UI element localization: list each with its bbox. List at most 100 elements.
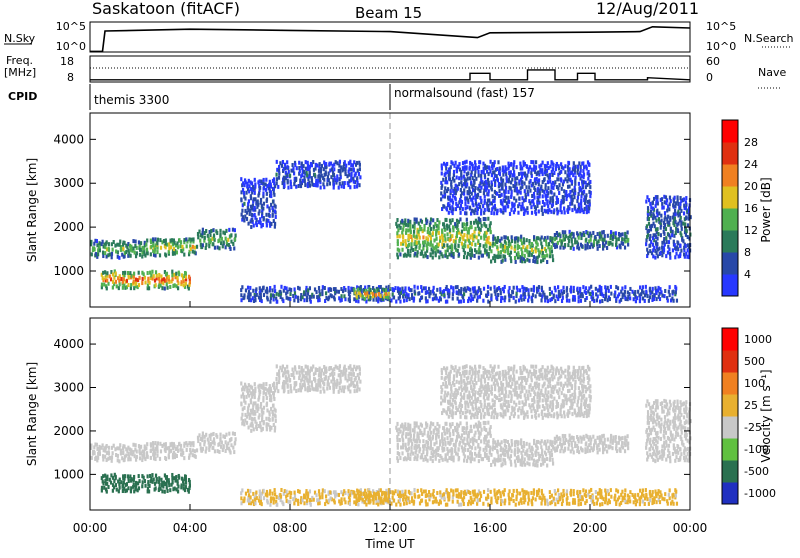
velocity-cell [272, 404, 274, 408]
power-cell [148, 281, 150, 285]
velocity-cell [380, 488, 382, 492]
power-cell [366, 291, 368, 295]
velocity-cell [597, 450, 599, 454]
power-cell [508, 298, 510, 302]
power-cell [648, 299, 650, 303]
power-cell [661, 294, 663, 298]
power-cell [511, 235, 513, 239]
velocity-cell [263, 382, 265, 386]
power-cell [407, 293, 409, 297]
velocity-cell [106, 444, 108, 448]
power-cell [668, 233, 670, 237]
power-cell [443, 243, 445, 247]
power-cell [494, 259, 496, 263]
velocity-cell [125, 454, 127, 458]
velocity-cell [358, 376, 360, 380]
power-cell [314, 173, 316, 177]
power-cell [507, 162, 509, 166]
velocity-cell [482, 457, 484, 461]
velocity-cell [523, 441, 525, 445]
power-cell [471, 242, 473, 246]
power-cell [173, 247, 175, 251]
power-cell [587, 170, 589, 174]
velocity-cell [188, 478, 190, 482]
power-cell [585, 193, 587, 197]
power-cell [610, 285, 612, 289]
velocity-cell [348, 372, 350, 376]
velocity-cell [446, 411, 448, 415]
power-cell [478, 165, 480, 169]
power-cell [661, 202, 663, 206]
power-cell [454, 161, 456, 165]
velocity-cell [496, 458, 498, 462]
power-cell [230, 233, 232, 237]
velocity-cell [202, 447, 204, 451]
power-cell [93, 246, 95, 250]
velocity-cell [160, 478, 162, 482]
power-cell [583, 190, 585, 194]
power-cell [464, 202, 466, 206]
velocity-cell [416, 444, 418, 448]
power-cell [333, 182, 335, 186]
power-cell [522, 172, 524, 176]
velocity-cell [106, 490, 108, 494]
power-cell [460, 188, 462, 192]
velocity-cell [621, 436, 623, 440]
power-cell [446, 232, 448, 236]
power-cell [508, 286, 510, 290]
velocity-cell [270, 394, 272, 398]
power-cell [443, 205, 445, 209]
power-cell [545, 249, 547, 253]
power-cell [564, 243, 566, 247]
cpid-row: CPID themis 3300 normalsound (fast) 157 [8, 84, 535, 110]
velocity-cell [338, 493, 340, 497]
power-cell [102, 251, 104, 255]
power-cell [444, 234, 446, 238]
power-cell [544, 202, 546, 206]
power-cell [260, 221, 262, 225]
power-cell [310, 300, 312, 304]
velocity-cell [168, 454, 170, 458]
freq-tick-bottom: 8 [67, 71, 74, 84]
velocity-cell [138, 444, 140, 448]
velocity-cell [255, 491, 257, 495]
power-cell [490, 249, 492, 253]
power-cell [466, 222, 468, 226]
velocity-cell [559, 442, 561, 446]
velocity-cell [622, 445, 624, 449]
power-cell [339, 182, 341, 186]
power-cell [207, 234, 209, 238]
power-cell [325, 170, 327, 174]
power-cell [501, 193, 503, 197]
power-cell [124, 271, 126, 275]
power-cell [482, 162, 484, 166]
power-cell [562, 166, 564, 170]
power-cell [563, 290, 565, 294]
power-cell [484, 217, 486, 221]
power-cell [356, 185, 358, 189]
power-cell [145, 243, 147, 247]
power-cell [115, 271, 117, 275]
velocity-cell [480, 439, 482, 443]
power-cell [624, 285, 626, 289]
velocity-cell [159, 442, 161, 446]
velocity-cell [280, 488, 282, 492]
velocity-cell [322, 387, 324, 391]
power-cell [570, 237, 572, 241]
power-cell [156, 274, 158, 278]
power-cell [344, 181, 346, 185]
velocity-cell [247, 410, 249, 414]
power-cell [583, 165, 585, 169]
velocity-cell [273, 382, 275, 386]
velocity-cell [429, 456, 431, 460]
power-cell [650, 210, 652, 214]
power-cell [159, 238, 161, 242]
velocity-cell [163, 481, 165, 485]
power-cell [502, 259, 504, 263]
power-cell [513, 286, 515, 290]
power-cell [104, 251, 106, 255]
velocity-cell [444, 437, 446, 441]
velocity-cell [551, 453, 553, 457]
power-cell [474, 248, 476, 252]
power-cell [493, 285, 495, 289]
